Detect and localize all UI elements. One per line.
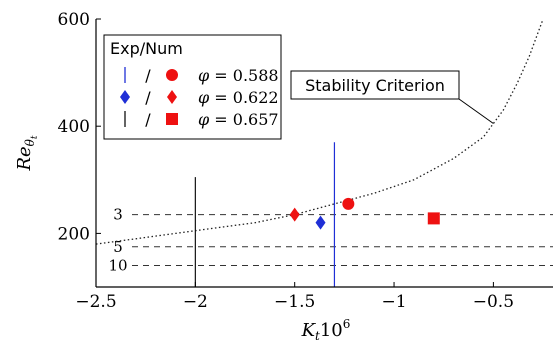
legend-num-marker <box>166 113 178 125</box>
y-axis-label-subsub: t <box>30 135 40 139</box>
y-tick-label: 200 <box>58 224 90 244</box>
legend-phi-value: 0.622 <box>233 88 279 107</box>
legend-row-0.657: / φ = 0.657 <box>124 110 279 129</box>
legend-phi-value: 0.657 <box>233 110 279 129</box>
legend-separator: / <box>145 110 151 129</box>
num-point-0.657 <box>427 212 440 225</box>
stability-annotation-text: Stability Criterion <box>305 76 445 95</box>
legend-phi-symbol: φ <box>198 88 210 107</box>
x-axis-label-base: K <box>301 320 317 341</box>
level-label-10: 10 <box>108 257 127 275</box>
x-tick-label: −1.5 <box>274 292 315 312</box>
y-tick-label: 400 <box>58 117 90 137</box>
legend-row-0.622: / φ = 0.622 <box>120 88 279 107</box>
x-tick-label: −2 <box>183 292 208 312</box>
num-point-0.622 <box>289 207 300 222</box>
legend-phi-equals: = <box>209 110 233 129</box>
legend-phi-label: φ = 0.657 <box>198 110 279 129</box>
legend-exp-marker <box>120 90 130 104</box>
x-tick-label: −0.5 <box>473 292 514 312</box>
legend-phi-equals: = <box>209 66 233 85</box>
x-axis-label-sub: t <box>315 329 320 343</box>
legend-phi-label: φ = 0.622 <box>198 88 279 107</box>
x-axis-label-sup: 6 <box>343 317 351 331</box>
legend-box <box>103 34 282 140</box>
y-axis-label: Reθt <box>14 135 40 171</box>
legend-num-marker <box>166 69 178 81</box>
axes <box>95 19 553 288</box>
exp-point-0.622 <box>315 215 326 230</box>
level-label-5: 5 <box>113 238 123 256</box>
legend-num-marker <box>167 90 177 104</box>
legend: Exp/Num / φ = 0.588 / φ = 0.622 / φ = 0.657 <box>103 34 282 140</box>
legend-title: Exp/Num <box>110 39 183 58</box>
y-axis-label-sub: θ <box>23 138 37 146</box>
x-tick-label: −1 <box>382 292 407 312</box>
data-points <box>289 197 440 230</box>
vertical-lines <box>194 142 336 287</box>
legend-phi-symbol: φ <box>198 110 210 129</box>
legend-rows: / φ = 0.588 / φ = 0.622 / φ = 0.657 <box>120 66 279 129</box>
legend-phi-label: φ = 0.588 <box>198 66 279 85</box>
ticks: −2.5 −2 −1.5 −1 −0.5 200 400 600 <box>58 10 514 312</box>
x-axis-label-tail: 10 <box>320 320 343 341</box>
stability-annotation-box <box>290 70 460 100</box>
legend-phi-equals: = <box>209 88 233 107</box>
stability-annotation: Stability Criterion <box>290 70 494 124</box>
legend-phi-symbol: φ <box>198 66 210 85</box>
y-axis-label-base: Re <box>14 146 35 171</box>
legend-row-0.588: / φ = 0.588 <box>124 66 279 85</box>
level-label-3: 3 <box>113 206 123 224</box>
x-axis-label: Kt106 <box>301 317 351 343</box>
legend-separator: / <box>145 66 151 85</box>
x-tick-label: −2.5 <box>75 292 116 312</box>
y-tick-label: 600 <box>58 10 90 30</box>
stability-annotation-leader <box>458 98 494 124</box>
horizontal-level-lines: 3 510 <box>108 206 553 275</box>
legend-phi-value: 0.588 <box>233 66 279 85</box>
legend-separator: / <box>145 88 151 107</box>
num-point-0.588 <box>342 197 355 210</box>
